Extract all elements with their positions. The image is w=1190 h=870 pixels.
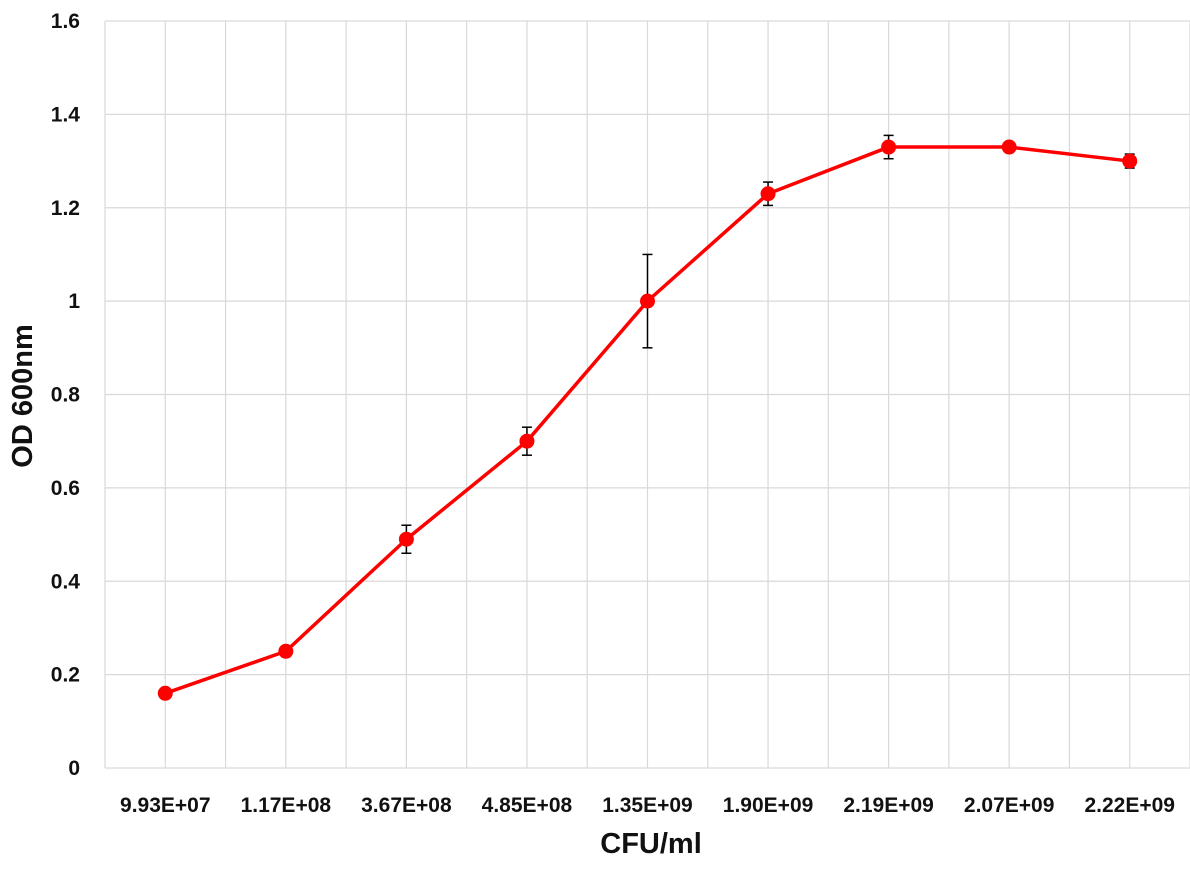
- y-tick-label: 0.6: [51, 477, 80, 500]
- y-tick-label: 0.2: [51, 664, 80, 687]
- data-point: [519, 433, 535, 449]
- x-tick-label: 4.85E+08: [482, 794, 573, 817]
- data-point: [760, 186, 776, 202]
- data-point: [398, 531, 414, 547]
- x-tick-label: 1.17E+08: [241, 794, 332, 817]
- x-axis-title: CFU/ml: [600, 828, 702, 860]
- grid-lines: [104, 20, 1190, 769]
- y-tick-label: 1.6: [51, 10, 80, 33]
- y-tick-label: 0.8: [51, 384, 81, 407]
- y-tick-labels: 0 0.2 0.4 0.6 0.8 1 1.2 1.4 1.6: [51, 10, 81, 780]
- x-tick-label: 9.93E+07: [120, 794, 211, 817]
- data-point: [1001, 139, 1017, 155]
- data-point: [1122, 153, 1138, 169]
- data-point: [640, 293, 655, 309]
- x-tick-label: 3.67E+08: [361, 794, 452, 817]
- x-tick-label: 1.90E+09: [723, 794, 814, 817]
- data-series: [157, 139, 1138, 701]
- data-point: [278, 643, 294, 659]
- x-tick-labels: 9.93E+07 1.17E+08 3.67E+08 4.85E+08 1.35E+09…: [120, 794, 1175, 817]
- x-tick-label: 2.22E+09: [1084, 794, 1175, 817]
- y-tick-label: 1: [68, 290, 80, 313]
- x-tick-label: 1.35E+09: [602, 794, 693, 817]
- y-tick-label: 1.2: [51, 197, 80, 220]
- y-tick-label: 0.4: [51, 570, 81, 593]
- data-point: [157, 685, 173, 701]
- y-axis-title: OD 600nm: [7, 324, 39, 467]
- y-tick-label: 1.4: [51, 103, 81, 126]
- y-tick-label: 0: [68, 757, 80, 780]
- x-tick-label: 2.19E+09: [843, 794, 934, 817]
- x-tick-label: 2.07E+09: [964, 794, 1055, 817]
- data-point: [881, 139, 897, 155]
